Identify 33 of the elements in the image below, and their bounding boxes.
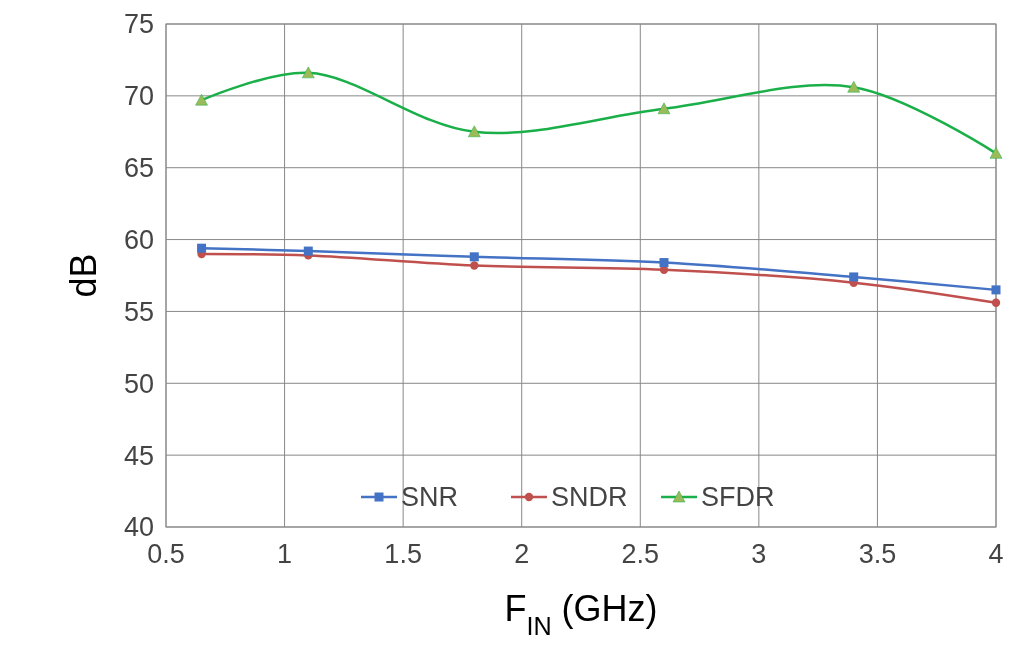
y-tick-label: 45 bbox=[123, 440, 154, 471]
y-tick-label: 75 bbox=[123, 9, 154, 40]
y-axis-title: dB bbox=[63, 253, 104, 298]
point bbox=[849, 272, 859, 282]
y-tick-label: 50 bbox=[123, 368, 154, 399]
x-tick-label: 3.5 bbox=[858, 539, 897, 569]
point bbox=[469, 252, 479, 262]
legend-label: SFDR bbox=[701, 482, 775, 513]
point bbox=[659, 258, 669, 268]
point bbox=[468, 125, 481, 138]
y-tick-label: 70 bbox=[123, 81, 154, 112]
y-tick-label: 60 bbox=[123, 225, 154, 256]
x-axis-title: F$_{IN}$ (GHz) bbox=[504, 588, 658, 640]
point bbox=[197, 243, 207, 253]
x-tick-label: 1.5 bbox=[384, 539, 422, 569]
x-tick-label: 3 bbox=[751, 539, 767, 569]
x-tick-label: 2 bbox=[514, 539, 530, 569]
y-tick-label: 55 bbox=[123, 296, 154, 327]
point bbox=[470, 261, 479, 270]
point bbox=[303, 246, 313, 256]
x-tick-label: 2.5 bbox=[621, 539, 660, 569]
point bbox=[657, 102, 671, 115]
x-tick-label: 1 bbox=[277, 539, 293, 569]
y-tick-label: 65 bbox=[123, 153, 154, 184]
legend-label: SNR bbox=[401, 482, 459, 513]
point bbox=[302, 66, 315, 79]
legend-label: SNDR bbox=[551, 482, 628, 513]
point bbox=[991, 285, 1001, 295]
point bbox=[195, 93, 208, 106]
point bbox=[991, 298, 1001, 308]
point bbox=[847, 80, 860, 93]
x-tick-label: 4 bbox=[988, 539, 1004, 569]
point bbox=[989, 147, 1003, 159]
